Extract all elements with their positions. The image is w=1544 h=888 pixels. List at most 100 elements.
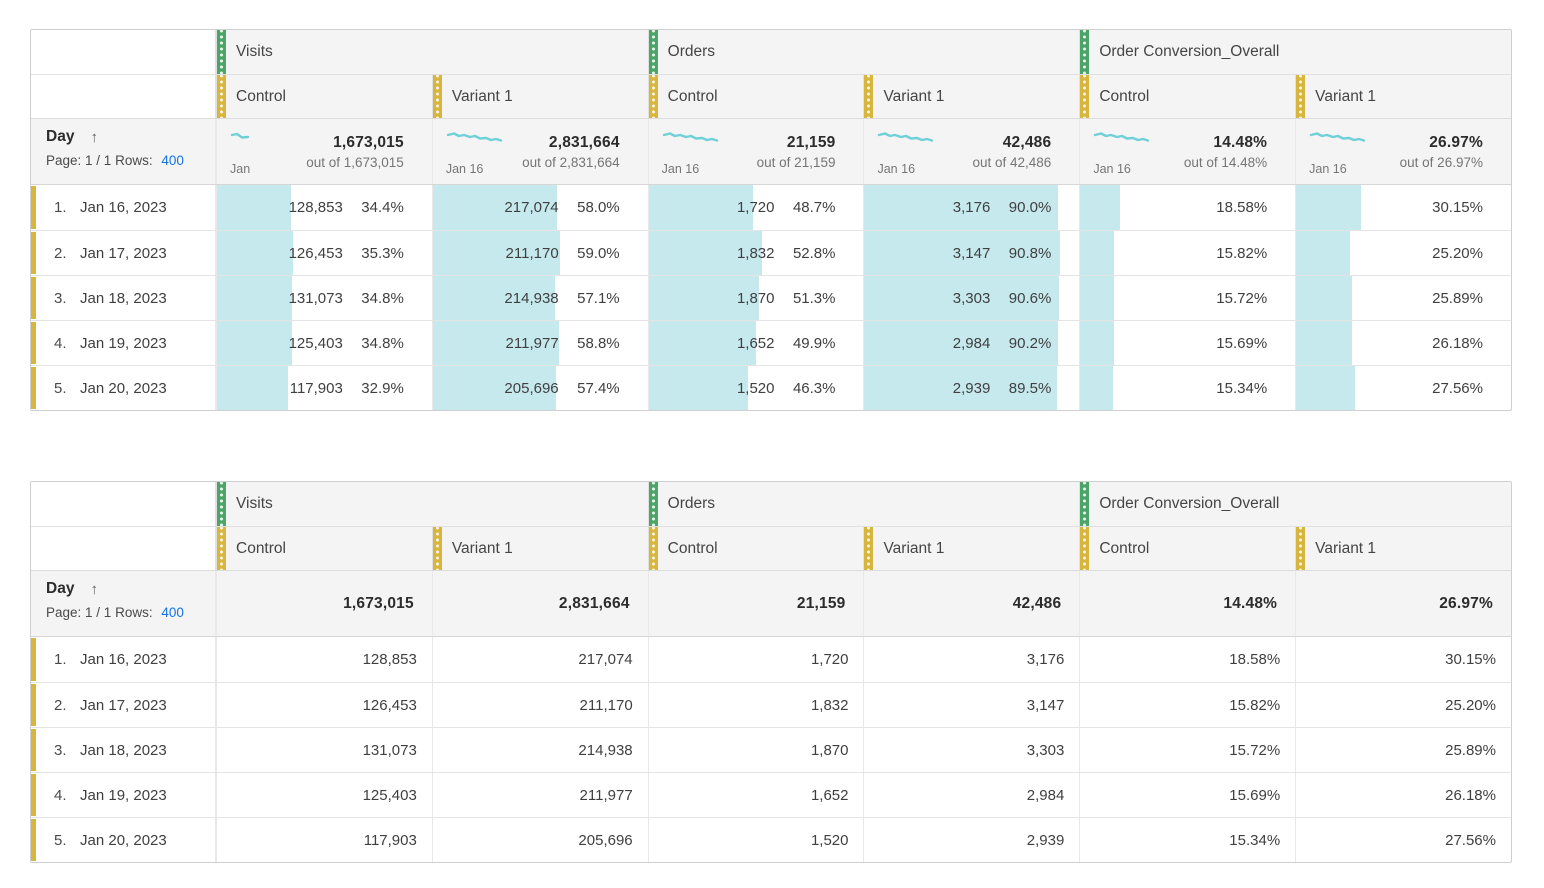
sort-ascending-icon[interactable]: ↑ — [90, 128, 98, 146]
metric-value-cell[interactable]: 128,853 34.4% — [216, 185, 432, 230]
metric-value-cell[interactable]: 3,303 — [863, 728, 1079, 772]
metric-value-cell[interactable]: 217,074 — [431, 637, 648, 682]
metric-value-cell[interactable]: 125,403 34.8% — [216, 321, 432, 365]
metric-value-cell[interactable]: 30.15% — [1295, 637, 1511, 682]
metric-value-cell[interactable]: 1,832 — [647, 683, 864, 727]
row-header-date[interactable]: 2. Jan 17, 2023 — [31, 231, 216, 275]
segment-header-control[interactable]: Control — [647, 75, 864, 118]
metric-drag-handle-icon[interactable] — [217, 482, 226, 526]
row-header-date[interactable]: 1. Jan 16, 2023 — [31, 185, 216, 230]
metric-value-cell[interactable]: 3,147 90.8% — [863, 231, 1079, 275]
metric-value-cell[interactable]: 3,303 90.6% — [863, 276, 1079, 320]
segment-header-variant1[interactable]: Variant 1 — [863, 527, 1080, 570]
metric-value-cell[interactable]: 211,977 — [431, 773, 648, 817]
segment-drag-handle-icon[interactable] — [217, 527, 226, 570]
segment-drag-handle-icon[interactable] — [1080, 527, 1090, 570]
metric-value-cell[interactable]: 15.72% — [1079, 728, 1295, 772]
metric-total-cell[interactable]: Jan 16 26.97% out of 26.97% — [1295, 119, 1511, 184]
metric-value-cell[interactable]: 2,939 — [863, 818, 1079, 862]
metric-total-cell[interactable]: Jan 16 14.48% out of 14.48% — [1079, 119, 1295, 184]
segment-drag-handle-icon[interactable] — [648, 75, 658, 118]
metric-value-cell[interactable]: 214,938 57.1% — [431, 276, 648, 320]
metric-drag-handle-icon[interactable] — [217, 30, 226, 74]
metric-value-cell[interactable]: 1,870 51.3% — [647, 276, 864, 320]
metric-value-cell[interactable]: 18.58% — [1079, 637, 1295, 682]
metric-value-cell[interactable]: 1,520 — [647, 818, 864, 862]
segment-header-control[interactable]: Control — [1079, 527, 1296, 570]
row-header-date[interactable]: 5. Jan 20, 2023 — [31, 366, 216, 410]
metric-value-cell[interactable]: 1,652 49.9% — [647, 321, 864, 365]
rows-count-link[interactable]: 400 — [161, 605, 184, 620]
metric-total-cell[interactable]: Jan 1,673,015 out of 1,673,015 — [216, 119, 432, 184]
segment-header-variant1[interactable]: Variant 1 — [431, 75, 648, 118]
row-header-date[interactable]: 3. Jan 18, 2023 — [31, 728, 216, 772]
metric-value-cell[interactable]: 25.89% — [1295, 728, 1511, 772]
metric-header-order-conversion[interactable]: Order Conversion_Overall — [1079, 30, 1511, 74]
segment-header-control[interactable]: Control — [216, 75, 432, 118]
metric-header-visits[interactable]: Visits — [216, 482, 648, 526]
segment-header-variant1[interactable]: Variant 1 — [863, 75, 1080, 118]
metric-value-cell[interactable]: 30.15% — [1295, 185, 1511, 230]
metric-value-cell[interactable]: 1,652 — [647, 773, 864, 817]
metric-value-cell[interactable]: 15.69% — [1079, 773, 1295, 817]
metric-value-cell[interactable]: 15.72% — [1079, 276, 1295, 320]
metric-value-cell[interactable]: 131,073 — [216, 728, 432, 772]
row-header-date[interactable]: 2. Jan 17, 2023 — [31, 683, 216, 727]
metric-total-cell[interactable]: 26.97% — [1295, 571, 1511, 636]
metric-value-cell[interactable]: 3,176 90.0% — [863, 185, 1079, 230]
metric-value-cell[interactable]: 2,939 89.5% — [863, 366, 1079, 410]
row-header-date[interactable]: 4. Jan 19, 2023 — [31, 773, 216, 817]
metric-value-cell[interactable]: 26.18% — [1295, 321, 1511, 365]
metric-value-cell[interactable]: 117,903 — [216, 818, 432, 862]
metric-drag-handle-icon[interactable] — [1080, 30, 1090, 74]
metric-value-cell[interactable]: 1,720 — [647, 637, 864, 682]
metric-value-cell[interactable]: 126,453 35.3% — [216, 231, 432, 275]
metric-total-cell[interactable]: Jan 16 2,831,664 out of 2,831,664 — [431, 119, 648, 184]
metric-value-cell[interactable]: 217,074 58.0% — [431, 185, 648, 230]
metric-value-cell[interactable]: 2,984 90.2% — [863, 321, 1079, 365]
metric-value-cell[interactable]: 27.56% — [1295, 366, 1511, 410]
segment-drag-handle-icon[interactable] — [1080, 75, 1090, 118]
metric-total-cell[interactable]: 1,673,015 — [216, 571, 432, 636]
segment-header-control[interactable]: Control — [647, 527, 864, 570]
metric-value-cell[interactable]: 15.34% — [1079, 366, 1295, 410]
segment-header-variant1[interactable]: Variant 1 — [1295, 527, 1511, 570]
metric-value-cell[interactable]: 211,170 — [431, 683, 648, 727]
metric-value-cell[interactable]: 25.89% — [1295, 276, 1511, 320]
metric-value-cell[interactable]: 18.58% — [1079, 185, 1295, 230]
metric-value-cell[interactable]: 1,870 — [647, 728, 864, 772]
metric-value-cell[interactable]: 117,903 32.9% — [216, 366, 432, 410]
metric-drag-handle-icon[interactable] — [1080, 482, 1090, 526]
metric-drag-handle-icon[interactable] — [648, 482, 658, 526]
row-header-date[interactable]: 4. Jan 19, 2023 — [31, 321, 216, 365]
metric-value-cell[interactable]: 205,696 57.4% — [431, 366, 648, 410]
metric-total-cell[interactable]: 21,159 — [647, 571, 864, 636]
metric-value-cell[interactable]: 1,520 46.3% — [647, 366, 864, 410]
metric-value-cell[interactable]: 128,853 — [216, 637, 432, 682]
metric-value-cell[interactable]: 1,720 48.7% — [647, 185, 864, 230]
sort-ascending-icon[interactable]: ↑ — [90, 580, 98, 598]
segment-header-variant1[interactable]: Variant 1 — [1295, 75, 1511, 118]
metric-header-orders[interactable]: Orders — [647, 482, 1080, 526]
metric-value-cell[interactable]: 1,832 52.8% — [647, 231, 864, 275]
metric-value-cell[interactable]: 26.18% — [1295, 773, 1511, 817]
segment-header-variant1[interactable]: Variant 1 — [431, 527, 648, 570]
segment-drag-handle-icon[interactable] — [1296, 527, 1306, 570]
metric-header-order-conversion[interactable]: Order Conversion_Overall — [1079, 482, 1511, 526]
row-header-date[interactable]: 5. Jan 20, 2023 — [31, 818, 216, 862]
metric-value-cell[interactable]: 3,176 — [863, 637, 1079, 682]
segment-header-control[interactable]: Control — [1079, 75, 1296, 118]
metric-value-cell[interactable]: 131,073 34.8% — [216, 276, 432, 320]
metric-value-cell[interactable]: 27.56% — [1295, 818, 1511, 862]
segment-drag-handle-icon[interactable] — [648, 527, 658, 570]
segment-drag-handle-icon[interactable] — [432, 527, 442, 570]
metric-header-orders[interactable]: Orders — [647, 30, 1080, 74]
metric-value-cell[interactable]: 125,403 — [216, 773, 432, 817]
segment-drag-handle-icon[interactable] — [432, 75, 442, 118]
metric-value-cell[interactable]: 2,984 — [863, 773, 1079, 817]
segment-drag-handle-icon[interactable] — [217, 75, 226, 118]
segment-drag-handle-icon[interactable] — [864, 75, 874, 118]
dimension-header-day[interactable]: Day ↑ Page: 1 / 1 Rows: 400 — [31, 571, 216, 636]
row-header-date[interactable]: 3. Jan 18, 2023 — [31, 276, 216, 320]
metric-value-cell[interactable]: 15.34% — [1079, 818, 1295, 862]
